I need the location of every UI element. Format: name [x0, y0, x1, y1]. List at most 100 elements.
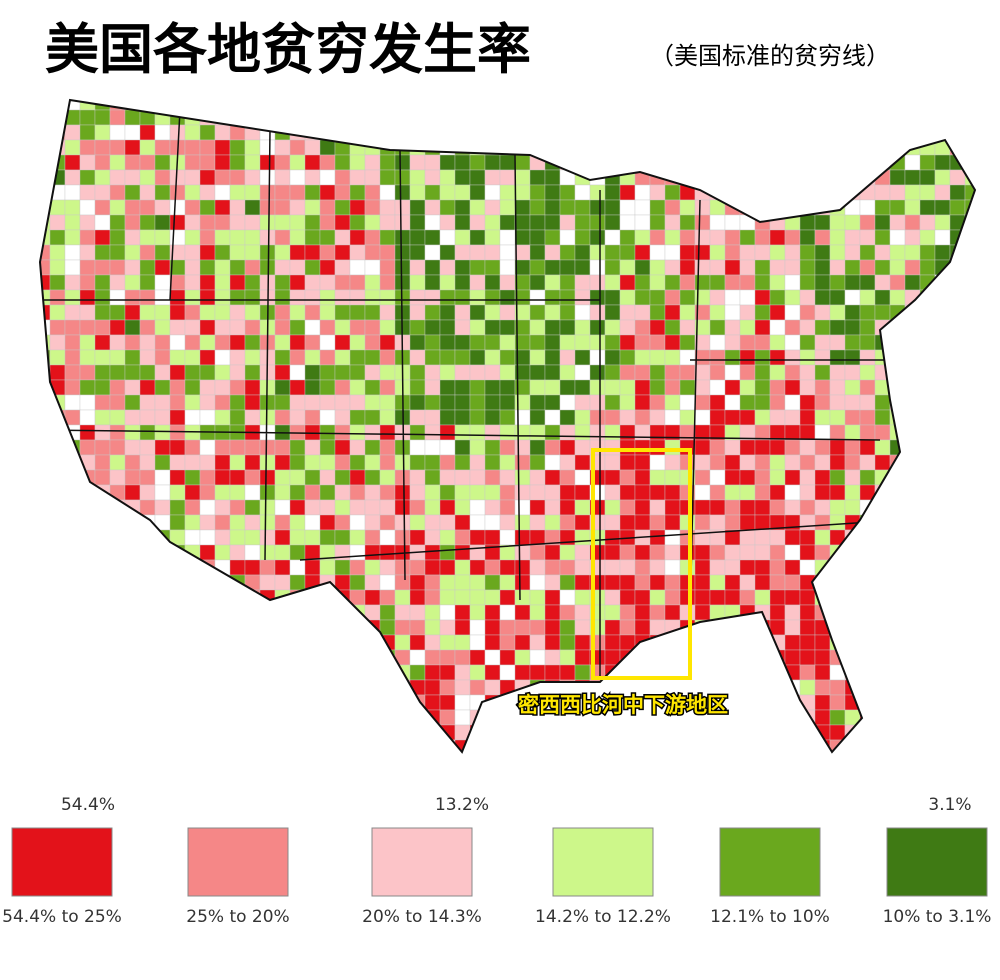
county-cell — [844, 724, 861, 741]
county-cell — [589, 109, 606, 126]
county-cell — [634, 244, 651, 261]
county-cell — [259, 604, 276, 621]
county-cell — [544, 604, 561, 621]
county-cell — [229, 364, 246, 381]
county-cell — [740, 755, 755, 770]
county-cell — [844, 259, 861, 276]
county-cell — [634, 139, 651, 156]
county-cell — [934, 589, 951, 606]
county-cell — [904, 124, 921, 141]
county-cell — [49, 364, 66, 381]
county-cell — [634, 454, 651, 471]
county-cell — [124, 304, 141, 321]
county-cell — [379, 469, 396, 486]
county-cell — [319, 454, 336, 471]
county-cell — [454, 214, 471, 231]
county-cell — [379, 454, 396, 471]
county-cell — [40, 574, 51, 591]
county-cell — [904, 739, 921, 752]
county-cell — [229, 199, 246, 216]
county-cell — [94, 304, 111, 321]
county-cell — [184, 139, 201, 156]
scale-label: 13.2% — [435, 795, 489, 815]
county-cell — [154, 679, 171, 696]
county-cell — [109, 484, 126, 501]
county-cell — [829, 184, 846, 201]
county-cell — [829, 559, 846, 576]
county-cell — [379, 529, 396, 546]
county-cell — [574, 379, 591, 396]
county-cell — [905, 755, 920, 770]
county-cell — [289, 154, 306, 171]
county-cell — [694, 409, 711, 426]
county-cell — [259, 664, 276, 681]
county-cell — [244, 349, 261, 366]
county-cell — [214, 664, 231, 681]
county-cell — [65, 755, 80, 770]
county-cell — [40, 484, 51, 501]
county-cell — [454, 274, 471, 291]
county-cell — [904, 529, 921, 546]
county-cell — [769, 604, 786, 621]
county-cell — [829, 229, 846, 246]
county-cell — [784, 394, 801, 411]
county-cell — [499, 304, 516, 321]
county-cell — [499, 439, 516, 456]
county-cell — [754, 529, 771, 546]
county-cell — [439, 274, 456, 291]
county-cell — [590, 755, 605, 770]
county-cell — [409, 739, 426, 752]
county-cell — [409, 454, 426, 471]
county-cell — [304, 409, 321, 426]
county-cell — [799, 289, 816, 306]
county-cell — [79, 439, 96, 456]
county-cell — [499, 454, 516, 471]
county-cell — [424, 244, 441, 261]
county-cell — [544, 724, 561, 741]
county-cell — [799, 619, 816, 636]
county-cell — [484, 274, 501, 291]
county-cell — [604, 604, 621, 621]
county-cell — [589, 289, 606, 306]
county-cell — [829, 454, 846, 471]
county-cell — [454, 679, 471, 696]
county-cell — [754, 484, 771, 501]
county-cell — [800, 755, 815, 770]
county-cell — [859, 289, 876, 306]
county-cell — [739, 439, 756, 456]
county-cell — [694, 109, 711, 126]
county-cell — [169, 499, 186, 516]
county-cell — [79, 619, 96, 636]
county-cell — [499, 514, 516, 531]
county-cell — [754, 544, 771, 561]
county-cell — [499, 529, 516, 546]
title: 美国各地贫穷发生率 — [45, 18, 531, 81]
county-cell — [304, 559, 321, 576]
county-cell — [94, 229, 111, 246]
county-cell — [814, 469, 831, 486]
county-cell — [184, 409, 201, 426]
county-cell — [724, 484, 741, 501]
county-cell — [514, 154, 531, 171]
county-cell — [394, 634, 411, 651]
county-cell — [484, 109, 501, 126]
county-cell — [169, 214, 186, 231]
county-cell — [514, 439, 531, 456]
county-cell — [470, 755, 485, 770]
county-cell — [724, 169, 741, 186]
county-cell — [49, 619, 66, 636]
county-cell — [619, 274, 636, 291]
county-cell — [109, 649, 126, 666]
county-cell — [229, 244, 246, 261]
county-cell — [604, 319, 621, 336]
county-cell — [859, 739, 876, 752]
county-cell — [919, 619, 936, 636]
county-cell — [259, 484, 276, 501]
county-cell — [124, 679, 141, 696]
county-cell — [319, 214, 336, 231]
county-cell — [169, 379, 186, 396]
county-cell — [664, 604, 681, 621]
county-cell — [469, 109, 486, 126]
county-cell — [394, 214, 411, 231]
county-cell — [64, 574, 81, 591]
